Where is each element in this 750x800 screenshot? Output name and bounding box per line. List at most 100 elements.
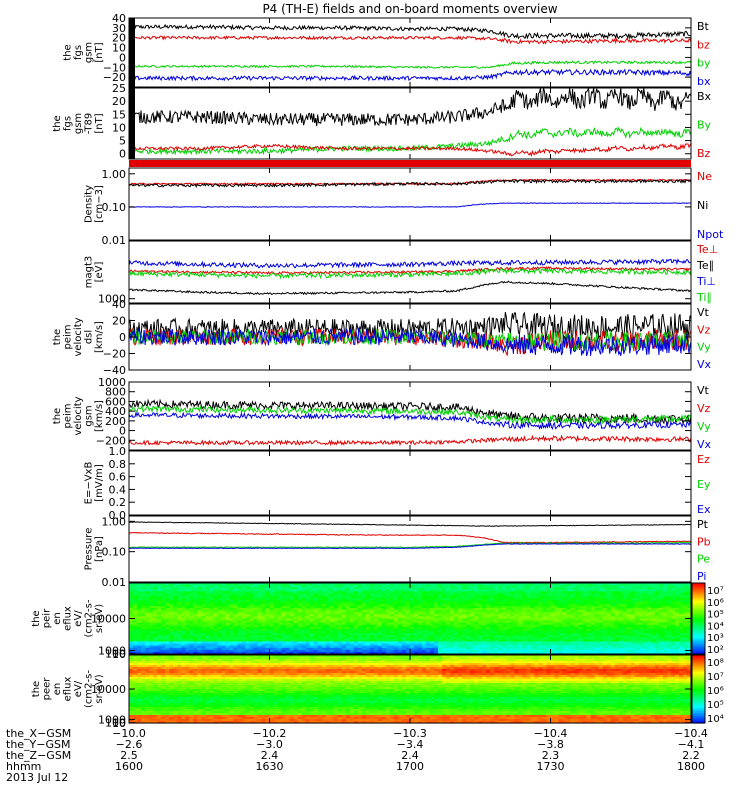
heatmap-cell (458, 645, 463, 649)
heatmap-cell (325, 605, 331, 609)
heatmap-cell (317, 618, 323, 622)
heatmap-cell (129, 612, 134, 615)
heatmap-cell (397, 616, 403, 620)
heatmap-cell (530, 624, 536, 628)
heatmap-cell (506, 622, 511, 626)
heatmap-cell (161, 597, 166, 601)
heatmap-cell (181, 635, 186, 638)
heatmap-cell (518, 639, 523, 643)
heatmap-cell (233, 645, 238, 649)
heatmap-cell (674, 612, 680, 615)
heatmap-cell (149, 631, 154, 634)
heatmap-cell (594, 614, 600, 618)
heatmap-cell (582, 612, 588, 615)
heatmap-cell (185, 651, 190, 655)
heatmap-cell (410, 618, 415, 622)
heatmap-cell (470, 603, 475, 607)
heatmap-cell (578, 597, 584, 601)
heatmap-cell (634, 626, 640, 630)
heatmap-cell (337, 591, 343, 595)
heatmap-cell (141, 612, 146, 615)
heatmap-cell (189, 589, 194, 592)
heatmap-cell (301, 633, 307, 636)
y-tick-label: 400 (105, 405, 126, 418)
heatmap-cell (197, 641, 202, 645)
heatmap-cell (145, 635, 150, 638)
heatmap-cell (566, 589, 572, 592)
heatmap-cell (622, 587, 628, 590)
heatmap-cell (133, 622, 138, 626)
heatmap-cell (349, 637, 355, 640)
heatmap-cell (221, 585, 226, 588)
heatmap-cell (361, 591, 367, 595)
heatmap-cell (285, 610, 291, 613)
heatmap-cell (137, 614, 142, 618)
heatmap-cell (325, 643, 331, 647)
heatmap-cell (249, 601, 255, 605)
heatmap-cell (165, 608, 170, 611)
heatmap-cell (422, 614, 427, 618)
heatmap-cell (514, 612, 519, 615)
heatmap-cell (538, 651, 544, 655)
heatmap-cell (317, 595, 323, 599)
heatmap-cell (229, 620, 234, 624)
heatmap-cell (666, 583, 672, 586)
heatmap-cell (325, 585, 331, 588)
heatmap-cell (157, 618, 162, 622)
heatmap-cell (129, 647, 134, 651)
heatmap-cell (161, 651, 166, 655)
heatmap-cell (225, 641, 230, 645)
heatmap-cell (361, 583, 367, 586)
heatmap-cell (422, 612, 427, 615)
heatmap-cell (626, 649, 632, 653)
heatmap-cell (430, 631, 435, 634)
heatmap-cell (341, 635, 347, 638)
heatmap-cell (245, 645, 251, 649)
heatmap-cell (333, 583, 339, 586)
heatmap-cell (185, 608, 190, 611)
heatmap-cell (662, 639, 668, 643)
heatmap-cell (385, 635, 391, 638)
heatmap-cell (273, 620, 279, 624)
heatmap-cell (181, 645, 186, 649)
heatmap-cell (181, 605, 186, 609)
heatmap-cell (566, 635, 572, 638)
heatmap-cell (446, 599, 451, 603)
heatmap-cell (446, 601, 451, 605)
heatmap-cell (574, 589, 580, 592)
heatmap-cell (133, 643, 138, 647)
heatmap-cell (442, 612, 447, 615)
heatmap-cell (546, 601, 552, 605)
heatmap-cell (185, 589, 190, 592)
heatmap-cell (494, 651, 499, 655)
heatmap-cell (674, 639, 680, 643)
heatmap-cell (165, 603, 170, 607)
heatmap-cell (373, 603, 379, 607)
heatmap-cell (381, 635, 387, 638)
heatmap-cell (538, 624, 544, 628)
heatmap-cell (474, 601, 479, 605)
heatmap-cell (397, 635, 403, 638)
heatmap-cell (618, 608, 624, 611)
heatmap-cell (494, 608, 499, 611)
y-tick-label: 1.00 (102, 168, 127, 181)
heatmap-cell (494, 593, 499, 597)
heatmap-cell (418, 643, 423, 647)
heatmap-cell (145, 628, 150, 632)
heatmap-cell (393, 591, 399, 595)
heatmap-cell (345, 635, 351, 638)
heatmap-cell (321, 631, 327, 634)
heatmap-cell (353, 597, 359, 601)
heatmap-cell (181, 628, 186, 632)
heatmap-cell (261, 637, 267, 640)
heatmap-cell (654, 585, 660, 588)
heatmap-cell (257, 589, 263, 592)
heatmap-cell (510, 651, 515, 655)
heatmap-cell (470, 651, 475, 655)
heatmap-cell (446, 603, 451, 607)
heatmap-cell (169, 593, 174, 597)
heatmap-cell (285, 649, 291, 653)
heatmap-cell (542, 624, 548, 628)
heatmap-cell (410, 589, 415, 592)
heatmap-cell (173, 605, 178, 609)
